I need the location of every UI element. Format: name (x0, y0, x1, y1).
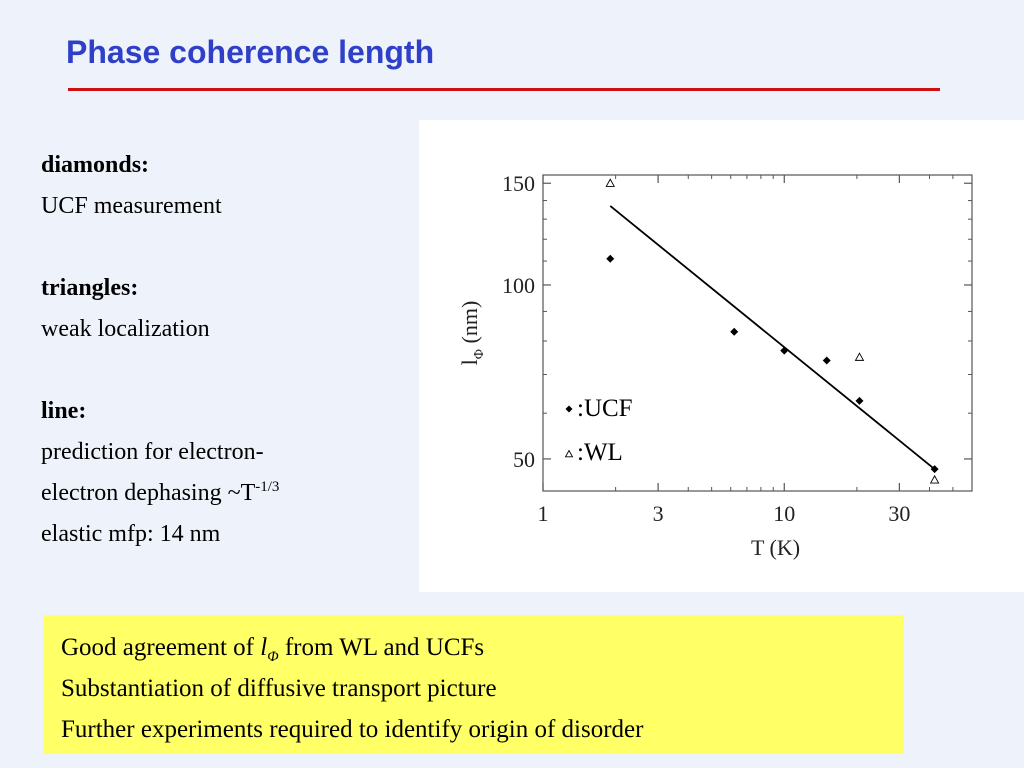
x-tick-label: 30 (888, 501, 910, 526)
diamonds-heading: diamonds: (41, 152, 150, 178)
wl-point (929, 474, 940, 484)
summary-line-1-prefix: Good agreement of (61, 634, 261, 661)
dephasing-text: electron dephasing ~T (41, 480, 256, 506)
summary-box: Good agreement of lΦ from WL and UCFs Su… (43, 615, 904, 754)
coherence-length-chart: 1 3 10 30 50 100 150 T (K) lΦ (nm) :UCF :WL (457, 171, 973, 560)
legend-ucf-label: :UCF (577, 395, 633, 422)
summary-line-3: Further experiments required to identify… (61, 716, 644, 743)
elastic-mfp-text: elastic mfp: 14 nm (41, 521, 221, 547)
x-axis-label: T (K) (751, 535, 800, 560)
line-description-2: electron dephasing ~T-1/3 (41, 473, 411, 514)
slide-title: Phase coherence length (66, 34, 435, 70)
x-tick-label: 3 (653, 501, 664, 526)
legend-wl-label: :WL (577, 439, 623, 466)
y-tick-label: 50 (513, 447, 535, 472)
y-tick-label: 150 (502, 171, 535, 196)
line-description-1: prediction for electron- (41, 439, 264, 465)
wl-point (605, 178, 616, 187)
x-tick-label: 1 (538, 501, 549, 526)
legend-wl-marker (564, 449, 574, 458)
dephasing-exponent: -1/3 (255, 479, 280, 495)
y-tick-label: 100 (502, 273, 535, 298)
ucf-point (855, 396, 864, 405)
fit-line (609, 205, 936, 470)
title-underline (68, 88, 940, 91)
summary-line-1-suffix: from WL and UCFs (278, 634, 485, 661)
ucf-point (930, 465, 939, 474)
y-axis-label: lΦ (nm) (457, 301, 487, 366)
wl-point (854, 352, 865, 361)
coherence-symbol-sub: Φ (267, 649, 279, 665)
ucf-point (822, 356, 831, 365)
triangles-heading: triangles: (41, 275, 139, 301)
triangles-description: weak localization (41, 316, 210, 342)
ucf-point (780, 346, 789, 355)
chart-panel: 1 3 10 30 50 100 150 T (K) lΦ (nm) :UCF :WL (419, 120, 1024, 592)
ucf-point (730, 327, 739, 336)
diamonds-description: UCF measurement (41, 193, 222, 219)
ucf-point (606, 254, 615, 263)
coherence-symbol: l (260, 634, 268, 661)
legend-explanation: diamonds: UCF measurement triangles: wea… (41, 145, 411, 555)
summary-line-2: Substantiation of diffusive transport pi… (61, 675, 497, 702)
legend-ucf-marker (565, 405, 573, 413)
line-heading: line: (41, 398, 87, 424)
plot-frame (542, 174, 973, 492)
x-tick-label: 10 (773, 501, 795, 526)
summary-line-1: Good agreement of lΦ from WL and UCFs (61, 627, 904, 668)
